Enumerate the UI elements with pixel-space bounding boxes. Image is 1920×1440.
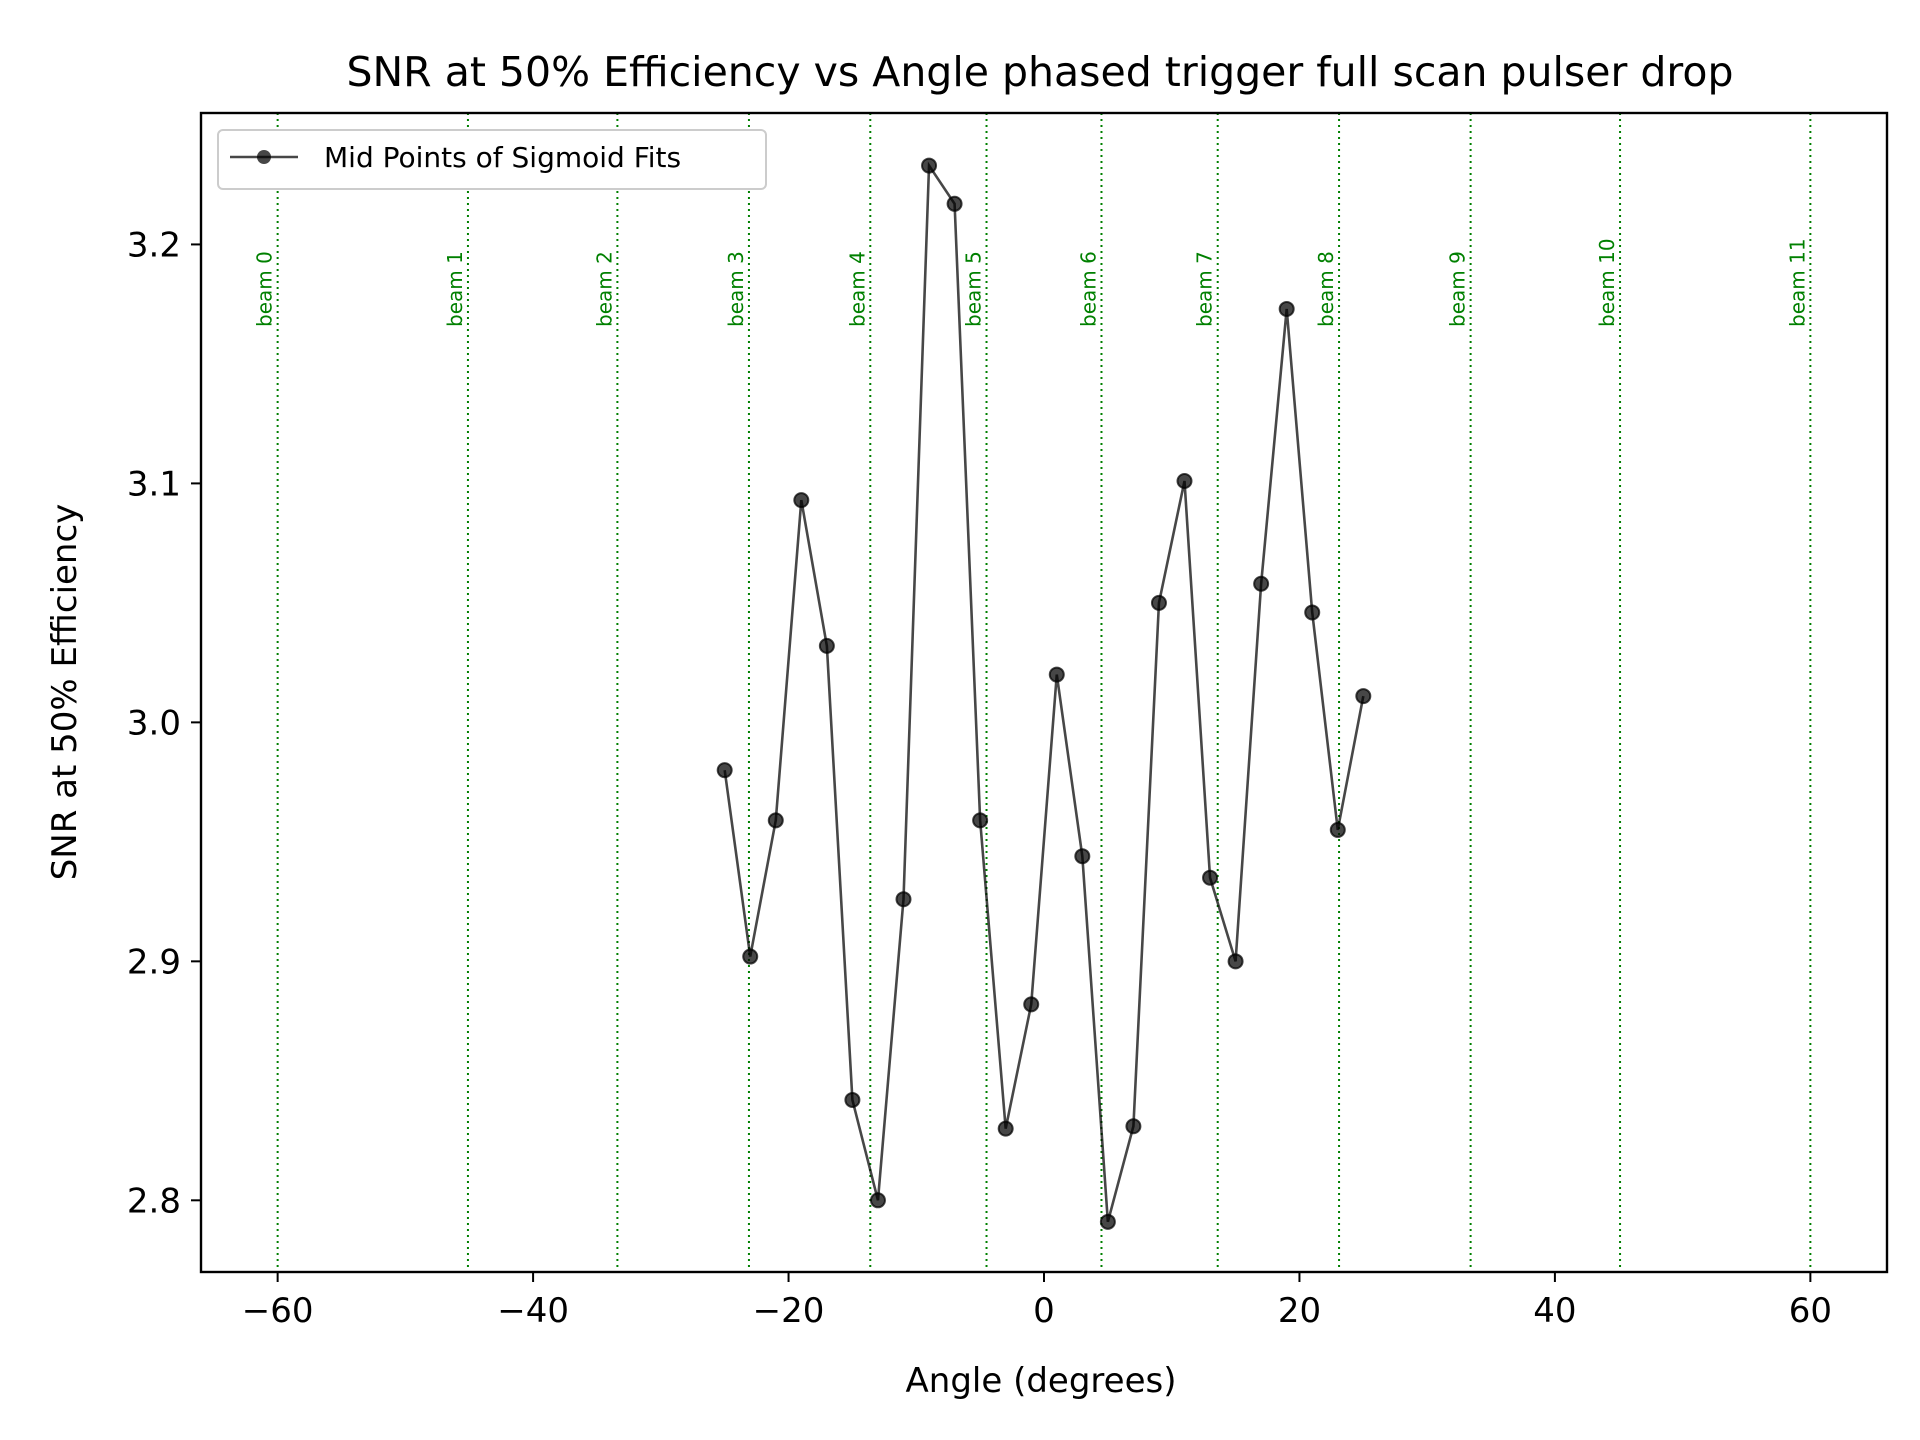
x-tick-label: −60 xyxy=(242,1291,314,1331)
data-point xyxy=(716,762,733,779)
legend-marker-swatch xyxy=(257,150,271,164)
data-point xyxy=(997,1120,1014,1137)
y-tick-label: 3.0 xyxy=(127,703,181,743)
data-point xyxy=(1227,953,1244,970)
legend-box xyxy=(217,129,767,190)
data-point xyxy=(869,1192,886,1209)
data-point xyxy=(972,812,989,829)
y-tick-label: 2.8 xyxy=(127,1181,181,1221)
y-axis-label: SNR at 50% Efficiency xyxy=(45,504,85,881)
beam-label: beam 8 xyxy=(1314,251,1338,327)
x-axis-label: Angle (degrees) xyxy=(906,1361,1177,1401)
beam-label: beam 11 xyxy=(1785,238,1809,327)
series-layer xyxy=(716,157,1372,1230)
x-tick-label: 60 xyxy=(1789,1291,1832,1331)
data-point xyxy=(1304,604,1321,621)
legend-entry-label: Mid Points of Sigmoid Fits xyxy=(324,141,681,174)
data-point xyxy=(1150,594,1167,611)
beam-lines: beam 0 beam 1 beam 2 beam 3 beam 4 beam 5 beam… xyxy=(253,113,1812,1272)
x-tick-label: −40 xyxy=(497,1291,569,1331)
data-point xyxy=(1253,575,1270,592)
beam-label: beam 3 xyxy=(724,251,748,327)
legend: Mid Points of Sigmoid Fits xyxy=(217,129,767,190)
y-tick-label: 3.2 xyxy=(127,225,181,265)
x-tick-label: 20 xyxy=(1278,1291,1321,1331)
beam-label: beam 0 xyxy=(253,251,277,327)
data-point xyxy=(793,492,810,509)
data-point xyxy=(921,157,938,174)
data-point xyxy=(1278,300,1295,317)
data-point xyxy=(1099,1213,1116,1230)
data-point xyxy=(1048,666,1065,683)
series-line xyxy=(723,161,1365,1223)
x-tick-label: 40 xyxy=(1533,1291,1576,1331)
data-point xyxy=(742,948,759,965)
data-point xyxy=(1202,869,1219,886)
beam-label: beam 7 xyxy=(1193,251,1217,327)
beam-label: beam 6 xyxy=(1076,251,1100,327)
data-point xyxy=(818,637,835,654)
data-point xyxy=(1074,848,1091,865)
data-point xyxy=(1023,996,1040,1013)
plot-frame xyxy=(199,111,1889,1274)
x-tick-label: 0 xyxy=(1033,1291,1055,1331)
data-point xyxy=(1329,821,1346,838)
data-point xyxy=(1125,1118,1142,1135)
y-tick-label: 2.9 xyxy=(127,942,181,982)
beam-label: beam 1 xyxy=(443,251,467,327)
data-point xyxy=(844,1091,861,1108)
data-point xyxy=(895,891,912,908)
data-point xyxy=(1176,473,1193,490)
beam-label: beam 5 xyxy=(962,251,986,327)
y-tick-label: 3.1 xyxy=(127,464,181,504)
beam-label: beam 10 xyxy=(1595,238,1619,327)
beam-label: beam 4 xyxy=(845,251,869,327)
data-point xyxy=(946,195,963,212)
beam-label: beam 9 xyxy=(1446,251,1470,327)
axis-ticks: −60 −40 −20 0 20 40 60 2.8 2.9 3.0 3.1 3.2 xyxy=(127,225,1832,1331)
data-point xyxy=(1355,688,1372,705)
x-tick-label: −20 xyxy=(753,1291,825,1331)
data-point xyxy=(767,812,784,829)
beam-label: beam 2 xyxy=(592,251,616,327)
chart-title: SNR at 50% Efficiency vs Angle phased tr… xyxy=(346,48,1733,96)
